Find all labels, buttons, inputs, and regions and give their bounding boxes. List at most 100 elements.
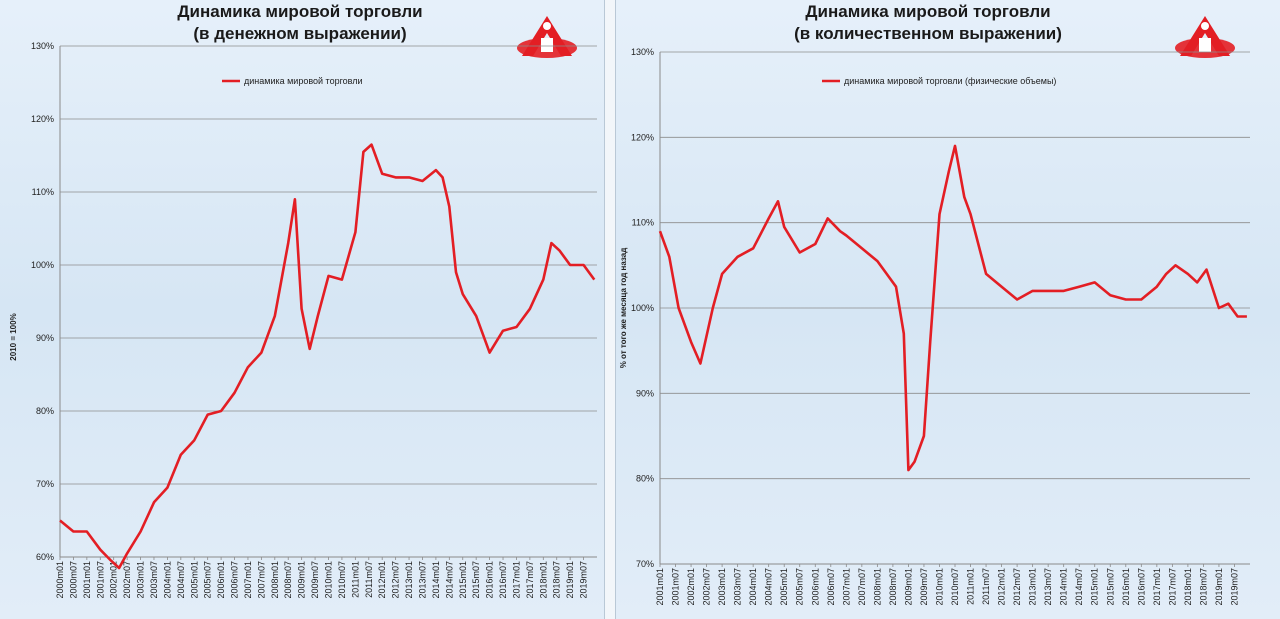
x-tick-label: 2004m01 xyxy=(162,561,172,599)
x-tick-label: 2014m07 xyxy=(1074,568,1084,606)
x-tick-label: 2000m01 xyxy=(55,561,65,599)
x-tick-label: 2003m01 xyxy=(717,568,727,606)
x-tick-label: 2015m01 xyxy=(458,561,468,599)
series-line xyxy=(59,143,596,570)
y-tick-label: 80% xyxy=(36,406,54,416)
x-tick-label: 2001m07 xyxy=(95,561,105,599)
x-tick-label: 2011m07 xyxy=(364,561,374,598)
x-tick-label: 2011m01 xyxy=(966,568,976,605)
x-tick-label: 2002m07 xyxy=(122,561,132,599)
x-tick-label: 2011m01 xyxy=(350,561,360,598)
x-tick-label: 2016m07 xyxy=(1136,568,1146,606)
x-tick-label: 2017m01 xyxy=(1152,568,1162,606)
y-tick-label: 60% xyxy=(36,552,54,562)
x-tick-label: 2008m07 xyxy=(888,568,898,606)
x-tick-label: 2013m01 xyxy=(1028,568,1038,606)
x-tick-label: 2005m07 xyxy=(795,568,805,606)
y-tick-label: 120% xyxy=(31,114,54,124)
y-tick-label: 130% xyxy=(31,41,54,51)
x-tick-label: 2010m01 xyxy=(934,568,944,606)
y-tick-label: 70% xyxy=(636,559,654,569)
x-tick-label: 2017m01 xyxy=(511,561,521,599)
y-tick-label: 120% xyxy=(631,132,654,142)
x-tick-label: 2009m07 xyxy=(310,561,320,599)
x-tick-label: 2007m07 xyxy=(256,561,266,599)
x-tick-label: 2018m01 xyxy=(1183,568,1193,606)
x-tick-label: 2006m01 xyxy=(810,568,820,606)
x-tick-label: 2019m01 xyxy=(565,561,575,599)
x-tick-label: 2016m07 xyxy=(498,561,508,599)
panel-divider xyxy=(604,0,616,619)
x-tick-label: 2010m07 xyxy=(337,561,347,599)
chart-subtitle: (в денежном выражении) xyxy=(193,24,406,43)
x-tick-label: 2011m07 xyxy=(981,568,991,605)
x-tick-label: 2008m07 xyxy=(283,561,293,599)
x-tick-label: 2006m01 xyxy=(216,561,226,599)
chart-panel-volume: Динамика мировой торговли (в количествен… xyxy=(616,0,1280,619)
x-tick-label: 2007m01 xyxy=(243,561,253,599)
x-tick-label: 2006m07 xyxy=(826,568,836,606)
x-tick-label: 2001m07 xyxy=(671,568,681,606)
x-tick-label: 2004m01 xyxy=(748,568,758,606)
x-tick-label: 2004m07 xyxy=(176,561,186,599)
x-tick-label: 2018m01 xyxy=(538,561,548,599)
y-tick-label: 100% xyxy=(31,260,54,270)
x-tick-label: 2016m01 xyxy=(1121,568,1131,606)
x-tick-label: 2018m07 xyxy=(1198,568,1208,606)
legend-label: динамика мировой торговли (физические об… xyxy=(844,76,1056,86)
x-tick-label: 2003m01 xyxy=(136,561,146,599)
x-tick-label: 2010m07 xyxy=(950,568,960,606)
y-tick-label: 90% xyxy=(636,388,654,398)
x-tick-label: 2012m01 xyxy=(997,568,1007,606)
x-tick-label: 2008m01 xyxy=(270,561,280,599)
chart-volume-svg: Динамика мировой торговли (в количествен… xyxy=(619,2,1250,606)
y-tick-label: 70% xyxy=(36,479,54,489)
logo xyxy=(1175,16,1235,58)
x-tick-label: 2009m07 xyxy=(919,568,929,606)
x-tick-label: 2015m07 xyxy=(1105,568,1115,606)
chart-panel-money: Динамика мировой торговли (в денежном вы… xyxy=(0,0,604,619)
y-tick-label: 100% xyxy=(631,303,654,313)
x-tick-label: 2019m01 xyxy=(1214,568,1224,606)
x-tick-label: 2006m07 xyxy=(230,561,240,599)
x-tick-label: 2005m01 xyxy=(779,568,789,606)
x-tick-label: 2008m01 xyxy=(872,568,882,606)
x-tick-label: 2018m07 xyxy=(552,561,562,599)
x-tick-label: 2010m01 xyxy=(324,561,334,599)
x-tick-label: 2014m01 xyxy=(431,561,441,599)
x-tick-label: 2014m01 xyxy=(1059,568,1069,606)
x-tick-label: 2017m07 xyxy=(525,561,535,599)
x-tick-label: 2002m07 xyxy=(702,568,712,606)
chart-title: Динамика мировой торговли xyxy=(805,2,1050,21)
x-tick-label: 2005m01 xyxy=(189,561,199,599)
x-tick-label: 2007m01 xyxy=(841,568,851,606)
x-tick-label: 2004m07 xyxy=(764,568,774,606)
x-tick-label: 2013m07 xyxy=(1043,568,1053,606)
x-tick-label: 2016m01 xyxy=(485,561,495,599)
x-tick-label: 2015m01 xyxy=(1090,568,1100,606)
y-tick-label: 80% xyxy=(636,474,654,484)
x-tick-label: 2009m01 xyxy=(297,561,307,599)
x-tick-label: 2003m07 xyxy=(733,568,743,606)
y-tick-label: 90% xyxy=(36,333,54,343)
x-tick-label: 2003m07 xyxy=(149,561,159,599)
y-tick-label: 130% xyxy=(631,47,654,57)
x-tick-label: 2001m01 xyxy=(82,561,92,599)
x-tick-label: 2007m07 xyxy=(857,568,867,606)
x-tick-label: 2001m01 xyxy=(655,568,665,606)
x-tick-label: 2012m07 xyxy=(391,561,401,599)
chart-subtitle: (в количественном выражении) xyxy=(794,24,1062,43)
x-tick-label: 2000m07 xyxy=(68,561,78,599)
logo xyxy=(517,16,577,58)
x-tick-label: 2002m01 xyxy=(109,561,119,599)
x-tick-label: 2019m07 xyxy=(1229,568,1239,606)
x-tick-label: 2012m01 xyxy=(377,561,387,599)
x-tick-label: 2012m07 xyxy=(1012,568,1022,606)
x-tick-label: 2005m07 xyxy=(203,561,213,599)
x-tick-label: 2014m07 xyxy=(444,561,454,599)
legend-label: динамика мировой торговли xyxy=(244,76,363,86)
y-axis-label: % от того же месяца год назад xyxy=(619,248,628,369)
chart-title: Динамика мировой торговли xyxy=(177,2,422,21)
x-tick-label: 2013m01 xyxy=(404,561,414,599)
y-axis-label: 2010 = 100% xyxy=(9,313,18,360)
